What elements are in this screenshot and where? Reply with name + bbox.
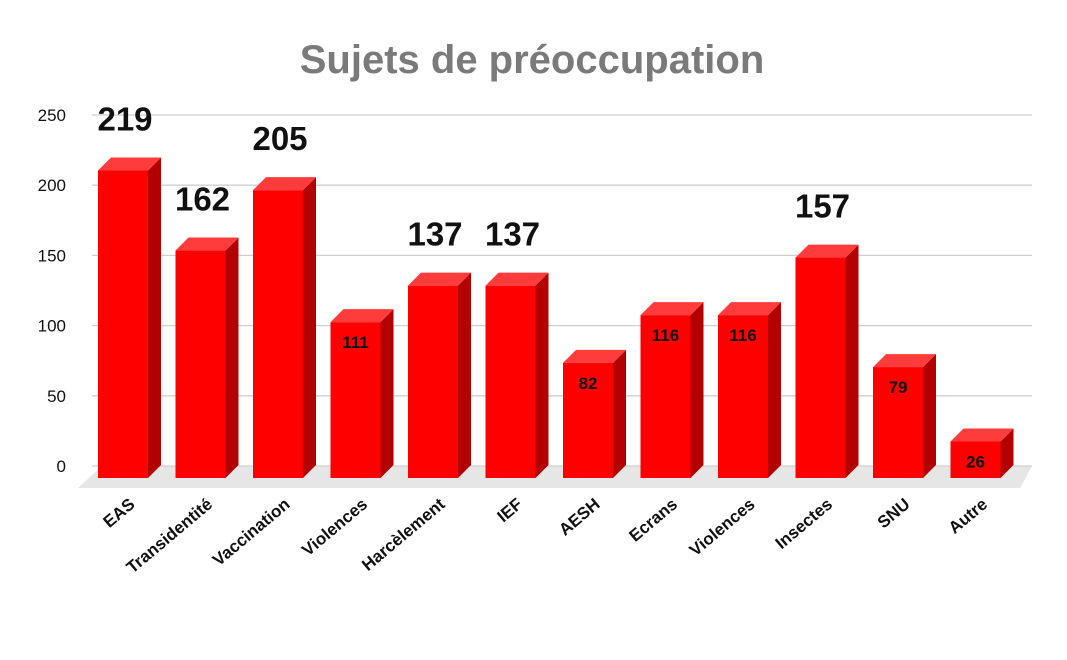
bar-side: [458, 272, 471, 478]
bar: [563, 349, 626, 478]
x-tick-label: Violences: [686, 495, 759, 560]
data-label: 116: [652, 326, 679, 345]
x-tick-label: EAS: [100, 495, 139, 532]
bar-side: [1000, 428, 1014, 478]
bar: [950, 428, 1014, 478]
bar-front: [253, 190, 303, 478]
bar: [408, 272, 471, 478]
data-label: 82: [579, 374, 598, 393]
y-tick-label: 0: [57, 457, 66, 476]
x-tick-label: Autre: [945, 495, 991, 538]
bar: [718, 302, 781, 478]
bar-top: [98, 157, 161, 171]
bar-side: [303, 177, 316, 478]
data-label: 137: [407, 216, 462, 253]
bar: [873, 354, 936, 478]
data-label: 162: [175, 181, 230, 218]
y-tick-label: 50: [47, 387, 66, 406]
bar-front: [485, 285, 536, 478]
bar-side: [690, 302, 704, 478]
x-tick-label: Harcèlement: [358, 494, 449, 574]
bar-side: [225, 237, 239, 478]
bar-top: [253, 177, 316, 191]
chart-floor: [78, 466, 1032, 488]
y-tick-label: 150: [38, 246, 66, 265]
bar-top: [175, 237, 239, 251]
y-tick-label: 100: [38, 317, 66, 336]
data-label: 26: [966, 452, 985, 471]
bar-top: [563, 349, 626, 363]
bar-top: [873, 354, 936, 368]
x-tick-label: Ecrans: [625, 495, 681, 546]
bar: [485, 272, 549, 478]
bar-side: [768, 302, 781, 478]
x-tick-label: Vaccination: [209, 495, 294, 570]
data-label: 116: [729, 326, 756, 345]
bar-top: [485, 272, 549, 286]
bar-front: [718, 315, 768, 478]
bar-front: [950, 441, 1001, 478]
x-tick-label: Violences: [298, 495, 371, 560]
bar-front: [873, 367, 923, 478]
bar-top: [408, 272, 471, 286]
bar-front: [175, 250, 226, 478]
data-label: 111: [342, 333, 369, 352]
bar-front: [795, 257, 846, 478]
bar-front: [640, 315, 691, 478]
bar-front: [563, 362, 613, 478]
bar-front: [330, 322, 381, 478]
chart-title: Sujets de préoccupation: [300, 38, 765, 82]
bar-top: [640, 302, 704, 316]
y-tick-label: 200: [38, 176, 66, 195]
bar: [175, 237, 239, 478]
bar: [330, 309, 394, 478]
bar-top: [950, 428, 1014, 442]
bar-side: [613, 349, 626, 478]
data-label: 157: [795, 188, 850, 225]
bar-side: [845, 244, 859, 478]
x-tick-label: IEF: [494, 495, 526, 527]
x-tick-label: SNU: [874, 495, 914, 533]
bar-side: [148, 157, 161, 479]
bar-top: [330, 309, 394, 323]
bar-front: [408, 285, 458, 478]
y-tick-label: 250: [38, 106, 66, 125]
bar: [640, 302, 704, 478]
bar-side: [535, 272, 549, 478]
x-tick-label: Insectes: [772, 495, 836, 553]
bar-top: [795, 244, 859, 258]
bar-side: [923, 354, 936, 478]
bar-side: [380, 309, 394, 478]
bar: [98, 157, 161, 479]
data-label: 137: [485, 216, 540, 253]
x-tick-label: AESH: [555, 495, 603, 540]
data-label: 205: [252, 120, 307, 157]
bar-front: [98, 170, 148, 479]
data-label: 79: [889, 378, 908, 397]
bar-top: [718, 302, 781, 316]
x-tick-label: Transidentité: [123, 495, 216, 578]
bar: [253, 177, 316, 478]
data-label: 219: [97, 101, 152, 138]
bar: [795, 244, 859, 478]
